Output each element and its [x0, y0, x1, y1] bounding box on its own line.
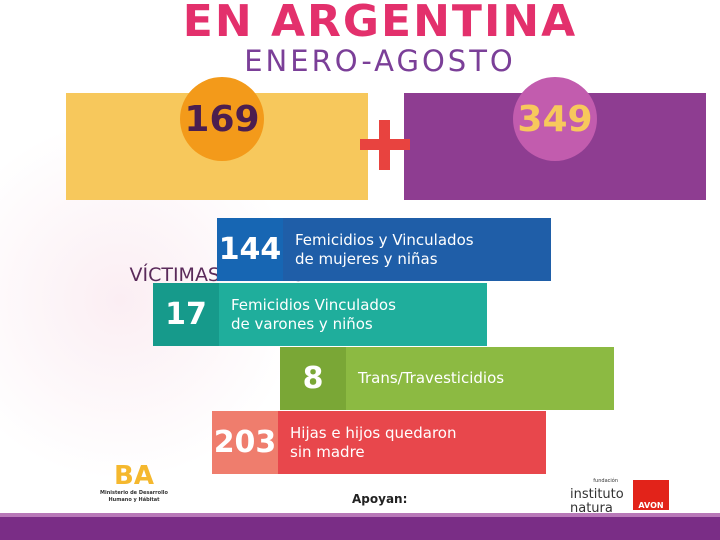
- subtitle: ENERO-AGOSTO: [244, 44, 516, 78]
- fatal-box: 169 VÍCTIMAS FATALES: [66, 77, 368, 286]
- natura-logo: fundación instituto natura: [570, 474, 624, 516]
- stat-line: de varones y niños: [231, 314, 373, 333]
- attempt-box: 349 TENTATIVAS DE FEMICIDIO: [404, 77, 706, 286]
- stat-row: 8 Trans/Travesticidios: [280, 347, 614, 410]
- stat-line: Femicidios Vinculados: [231, 295, 396, 314]
- natura-line: natura: [570, 501, 613, 516]
- ministry-logo: BA Ministerio de Desarrollo Humano y Háb…: [94, 462, 174, 504]
- stat-text: Trans/Travesticidios: [346, 347, 614, 410]
- stat-line: Trans/Travesticidios: [358, 369, 505, 387]
- stat-value: 203: [212, 411, 278, 474]
- stat-line: de mujeres y niñas: [295, 249, 438, 268]
- fatal-count: 169: [180, 77, 264, 161]
- stat-value: 17: [153, 283, 219, 346]
- natura-line: instituto: [570, 487, 624, 502]
- logo-lines: Ministerio de Desarrollo Humano y Hábita…: [94, 490, 174, 504]
- title: EN ARGENTINA: [182, 0, 578, 47]
- footer-line: [0, 513, 720, 517]
- stat-text: Femicidios y Vinculados de mujeres y niña…: [283, 218, 551, 281]
- stat-text: Hijas e hijos quedaron sin madre: [278, 411, 546, 474]
- attempt-count: 349: [513, 77, 597, 161]
- natura-line: fundación: [593, 478, 618, 484]
- logo-line: Ministerio de Desarrollo: [100, 490, 168, 496]
- stat-line: sin madre: [290, 442, 365, 461]
- stat-line: Femicidios y Vinculados: [295, 230, 474, 249]
- avon-logo: AVON: [633, 480, 669, 510]
- logo-line: Humano y Hábitat: [108, 497, 160, 503]
- logo-mark: BA: [114, 461, 154, 491]
- stat-line: Hijas e hijos quedaron: [290, 423, 457, 442]
- plus-sign: [360, 120, 410, 170]
- stat-value: 144: [217, 218, 283, 281]
- footer-bar: [0, 517, 720, 540]
- stat-row: 17 Femicidios Vinculados de varones y niño…: [153, 283, 487, 346]
- support-label: Apoyan:: [352, 492, 408, 506]
- stat-value: 8: [280, 347, 346, 410]
- stat-row: 144 Femicidios y Vinculados de mujeres y n…: [217, 218, 551, 281]
- stat-text: Femicidios Vinculados de varones y niños: [219, 283, 487, 346]
- stat-row: 203 Hijas e hijos quedaron sin madre: [212, 411, 546, 474]
